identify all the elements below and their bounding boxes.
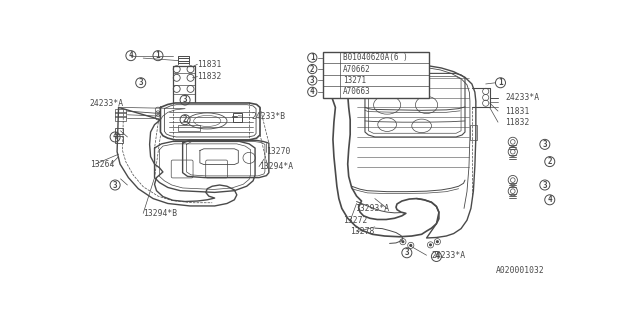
Text: 2: 2 xyxy=(310,65,315,74)
Text: 13293*A: 13293*A xyxy=(355,204,389,213)
Circle shape xyxy=(401,240,404,243)
Text: 2: 2 xyxy=(183,115,188,124)
Text: 24233*A: 24233*A xyxy=(431,251,466,260)
Text: 11831: 11831 xyxy=(506,107,530,116)
Text: 1: 1 xyxy=(156,51,160,60)
Text: B01040620A(6 ): B01040620A(6 ) xyxy=(343,53,408,62)
Text: 3: 3 xyxy=(310,76,315,85)
Text: 4: 4 xyxy=(547,195,552,204)
Text: 24233*A: 24233*A xyxy=(506,93,540,102)
Text: 13294*A: 13294*A xyxy=(259,162,293,171)
Text: A70662: A70662 xyxy=(343,65,371,74)
Text: A70663: A70663 xyxy=(343,87,371,96)
Text: 3: 3 xyxy=(183,95,188,105)
Text: 3: 3 xyxy=(113,180,117,189)
Text: 13294*B: 13294*B xyxy=(143,209,177,218)
Text: 11831: 11831 xyxy=(197,60,222,69)
Text: 13293*B: 13293*B xyxy=(387,81,421,90)
Text: 13264: 13264 xyxy=(90,160,115,169)
Text: 3: 3 xyxy=(138,78,143,87)
Text: 3: 3 xyxy=(543,180,547,189)
Text: 13272: 13272 xyxy=(343,216,367,225)
Circle shape xyxy=(409,244,412,247)
Text: 2: 2 xyxy=(547,157,552,166)
Text: 13270: 13270 xyxy=(266,147,291,156)
Text: 4: 4 xyxy=(434,252,439,261)
Text: 4: 4 xyxy=(310,87,315,96)
Text: 1: 1 xyxy=(498,78,503,87)
Circle shape xyxy=(436,240,439,243)
Text: 13271: 13271 xyxy=(343,76,366,85)
FancyBboxPatch shape xyxy=(323,52,429,98)
Text: 24233*A: 24233*A xyxy=(89,99,123,108)
Circle shape xyxy=(429,243,432,246)
Text: 1: 1 xyxy=(310,53,315,62)
Text: 3: 3 xyxy=(543,140,547,149)
Text: 11832: 11832 xyxy=(506,118,530,127)
Text: A020001032: A020001032 xyxy=(495,266,544,275)
Text: 3: 3 xyxy=(404,248,409,257)
Text: 11832: 11832 xyxy=(197,72,222,81)
Text: 4: 4 xyxy=(113,132,117,141)
Text: 24233*B: 24233*B xyxy=(252,111,285,121)
Text: 13278: 13278 xyxy=(350,227,374,236)
Text: 4: 4 xyxy=(129,51,133,60)
